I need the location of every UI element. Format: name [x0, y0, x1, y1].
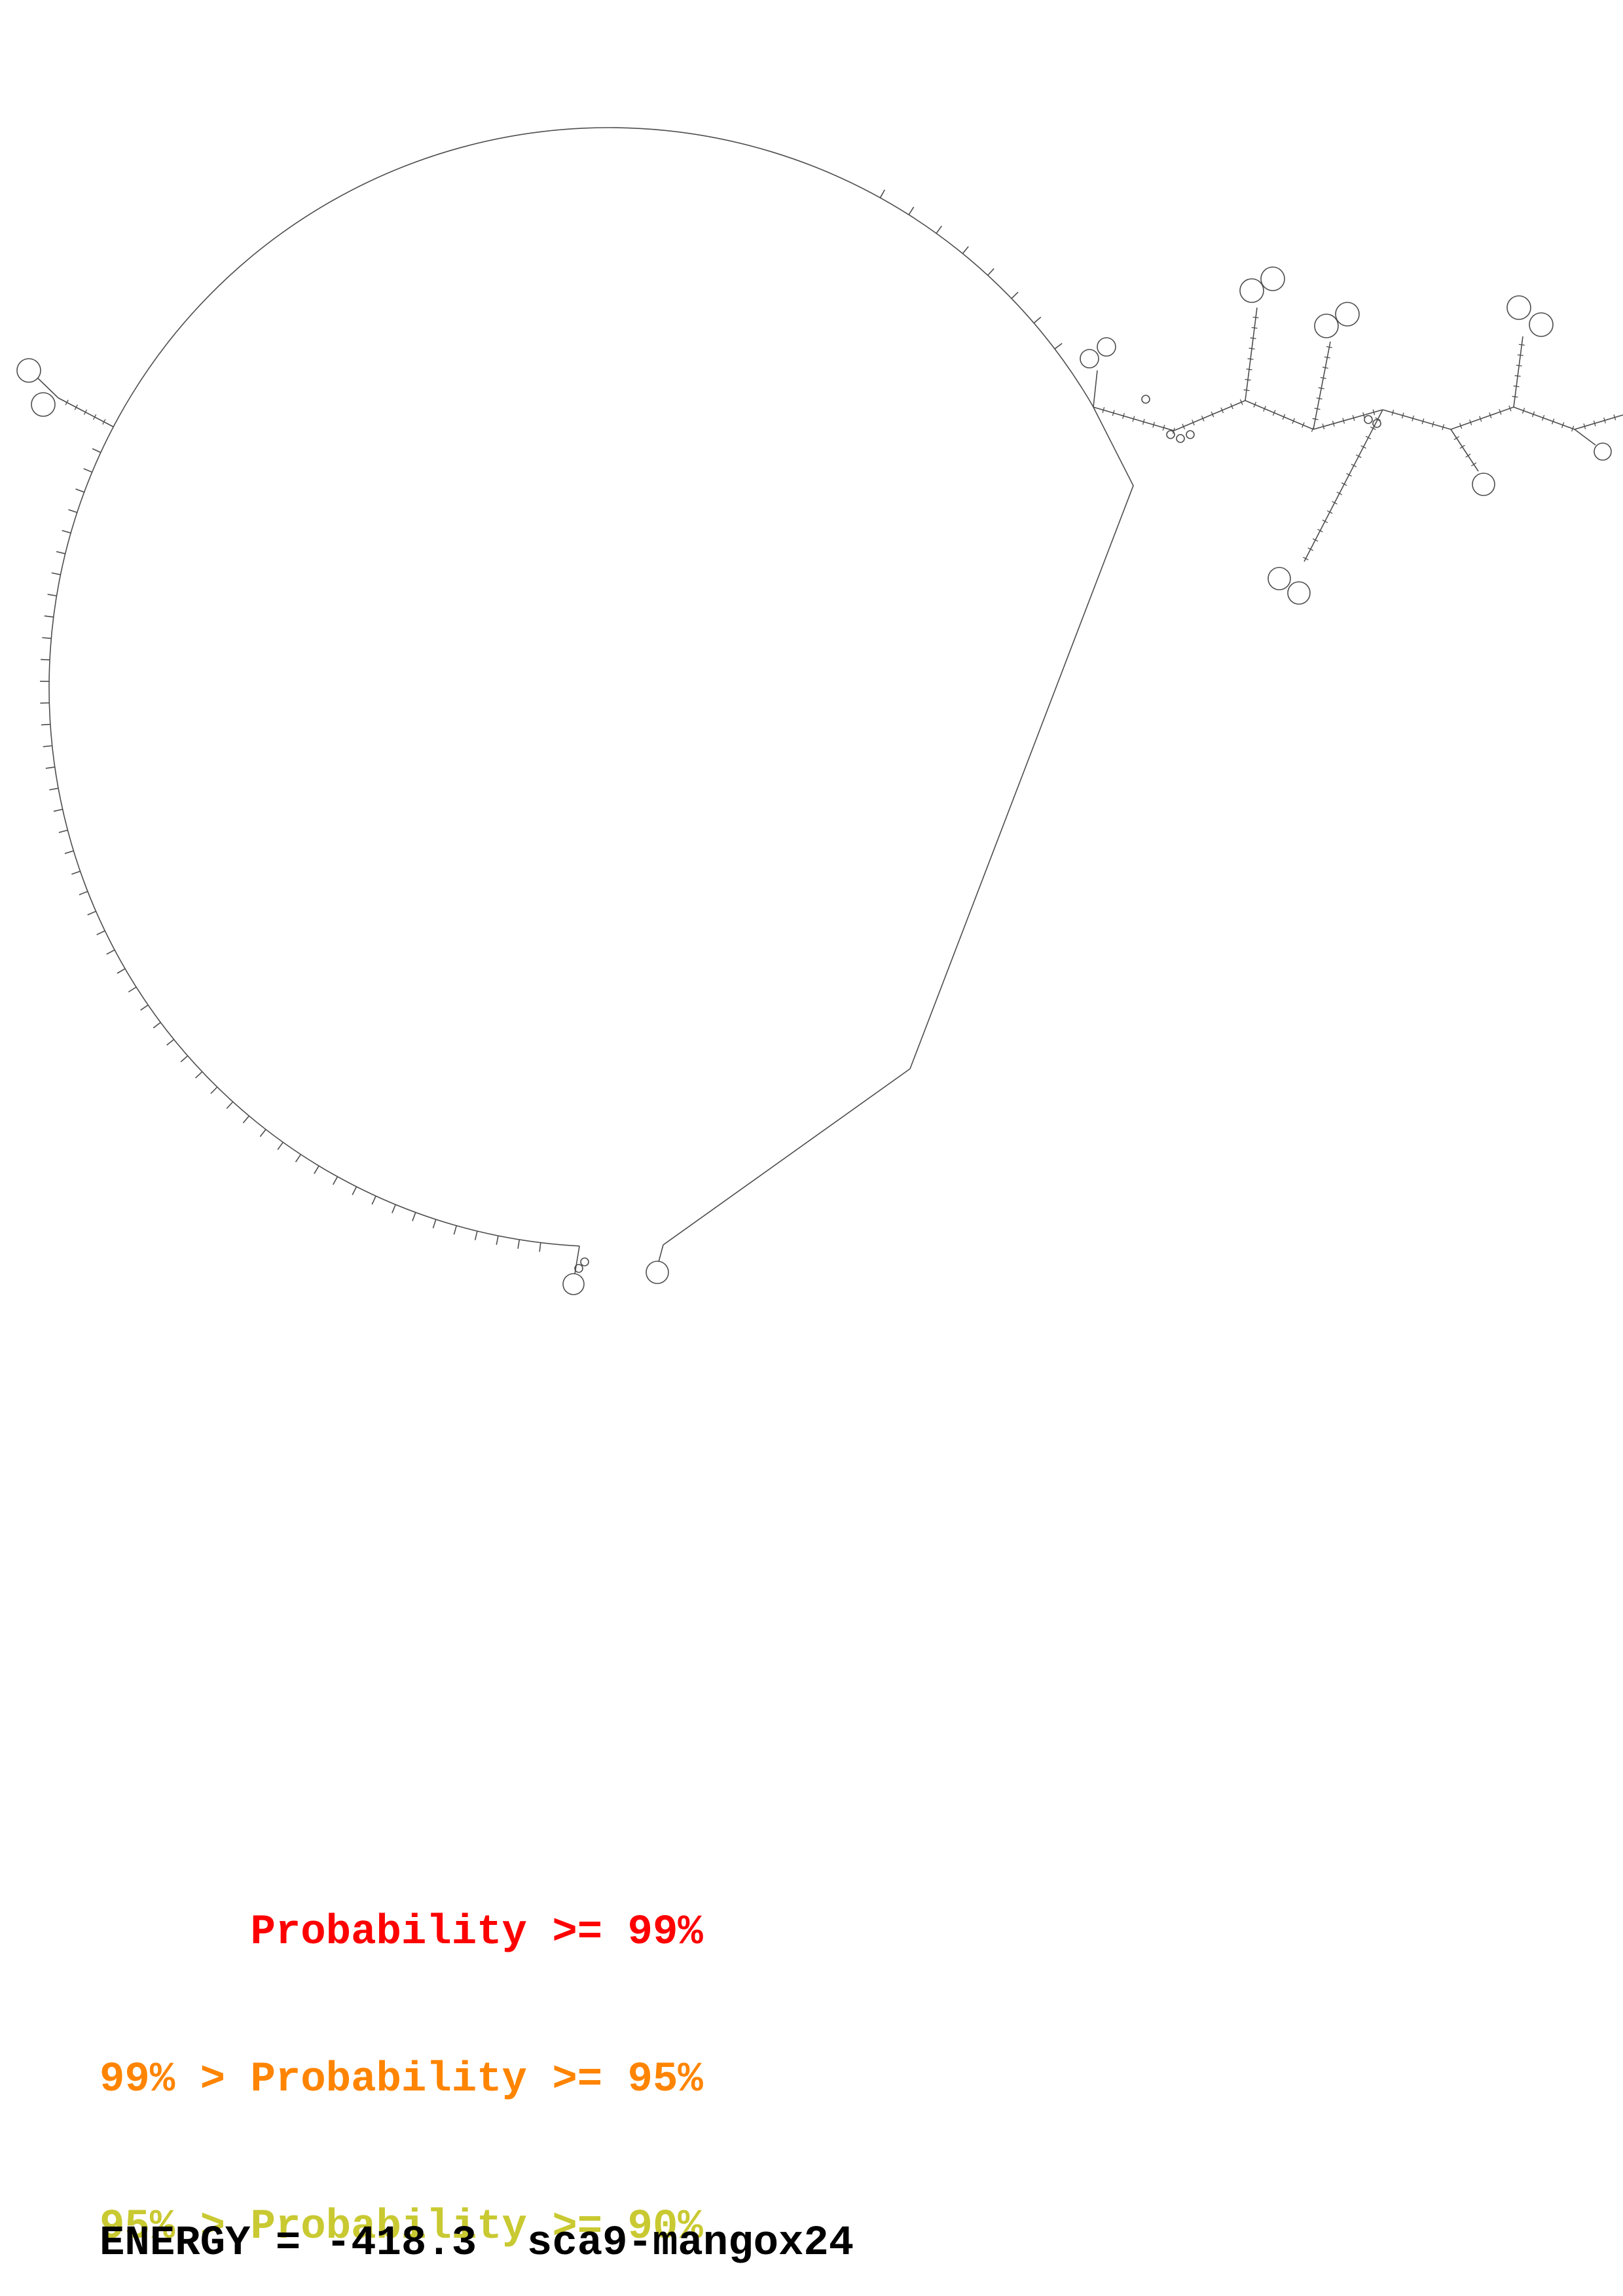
- energy-label: ENERGY = -418.3 sca9-mangox24: [100, 2220, 854, 2267]
- legend-item-p95: 99% > Probability >= 95%: [100, 2056, 703, 2104]
- probability-legend: Probability >= 99% 99% > Probability >= …: [100, 1810, 703, 2296]
- legend-item-p99: Probability >= 99%: [100, 1909, 703, 1956]
- legend-item-p90: 95% > Probability >= 90%: [100, 2204, 703, 2251]
